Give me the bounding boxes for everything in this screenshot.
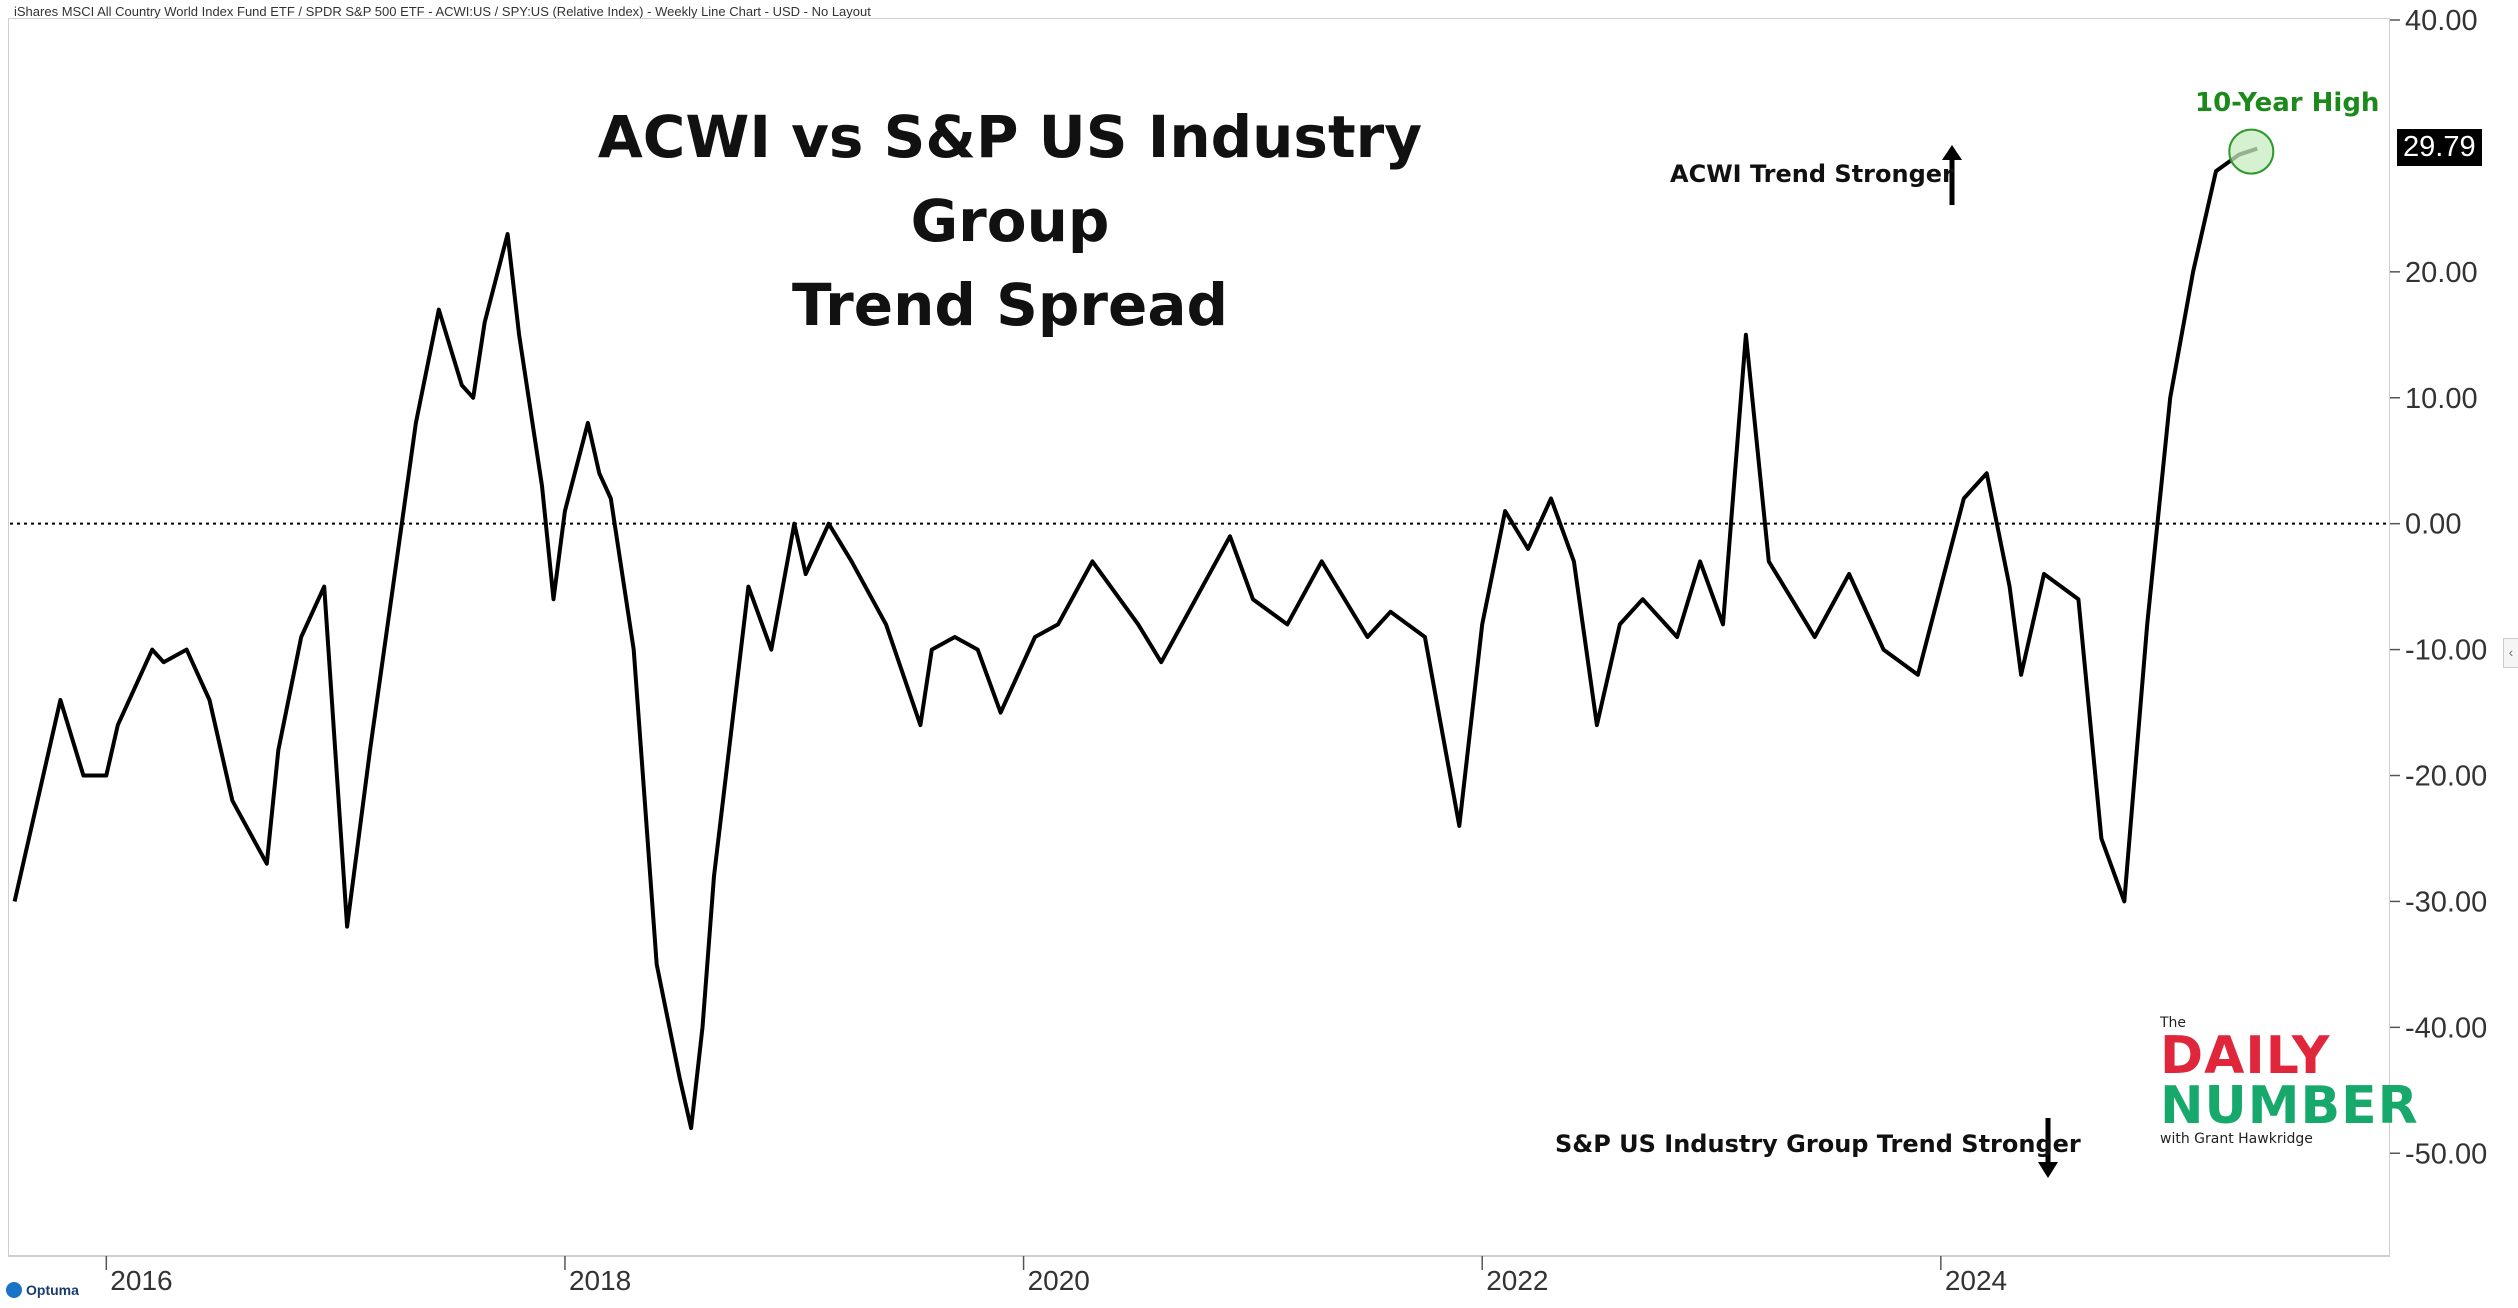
down-arrow-icon <box>2038 1118 2058 1178</box>
x-tick-label: 2016 <box>110 1265 172 1296</box>
chart-title-line-2: Trend Spread <box>791 271 1229 339</box>
brand-with: with Grant Hawkridge <box>2160 1131 2313 1147</box>
x-tick-label: 2018 <box>569 1265 631 1296</box>
y-tick-label: 40.00 <box>2405 5 2478 37</box>
optuma-logo: Optuma <box>6 1282 79 1298</box>
y-axis-panel[interactable] <box>2390 18 2518 1256</box>
brand-number: NUMBER <box>2160 1076 2419 1136</box>
plot-area[interactable] <box>8 18 2390 1256</box>
y-tick-label: -50.00 <box>2405 1138 2487 1170</box>
y-tick-label: -40.00 <box>2405 1012 2487 1044</box>
chart-title-line-1: ACWI vs S&P US Industry Group <box>597 103 1423 255</box>
x-tick-label: 2020 <box>1028 1265 1090 1296</box>
x-tick-label: 2022 <box>1486 1265 1548 1296</box>
y-tick-label: -10.00 <box>2405 635 2487 667</box>
series-line <box>12 146 2258 1131</box>
last-value-badge: 29.79 <box>2397 129 2482 166</box>
x-tick-labels: 2016 2018 2020 2022 2024 <box>105 1256 2007 1296</box>
chart-title: ACWI vs S&P US Industry Group Trend Spre… <box>530 95 1490 347</box>
daily-number-logo: The DAILY NUMBER with Grant Hawkridge <box>2160 1015 2419 1147</box>
sp-stronger-label: S&P US Industry Group Trend Stronger <box>1555 1130 2081 1158</box>
ten-year-high-label: 10-Year High <box>2195 88 2380 118</box>
chart-header: iShares MSCI All Country World Index Fun… <box>14 4 871 19</box>
x-tick-label: 2024 <box>1945 1265 2007 1296</box>
y-tick-label: -30.00 <box>2405 886 2487 918</box>
optuma-logo-text: Optuma <box>26 1282 79 1298</box>
brand-daily: DAILY <box>2160 1026 2331 1086</box>
acwi-stronger-label: ACWI Trend Stronger <box>1670 160 1954 188</box>
panel-collapse-handle[interactable]: ‹ <box>2503 638 2518 668</box>
ten-year-high-marker <box>2228 128 2275 175</box>
y-tick-label: -20.00 <box>2405 761 2487 793</box>
optuma-logo-icon <box>6 1282 22 1298</box>
y-tick-labels: 40.00 20.00 10.00 0.00 -10.00 -20.00 -30.00 -40… <box>2390 5 2487 1170</box>
brand-the: The <box>2160 1015 2187 1031</box>
x-axis-panel[interactable] <box>8 1256 2390 1308</box>
y-tick-label: 10.00 <box>2405 383 2478 415</box>
y-tick-label: 20.00 <box>2405 257 2478 289</box>
y-tick-label: 0.00 <box>2405 509 2461 541</box>
up-arrow-icon <box>1942 145 1962 205</box>
